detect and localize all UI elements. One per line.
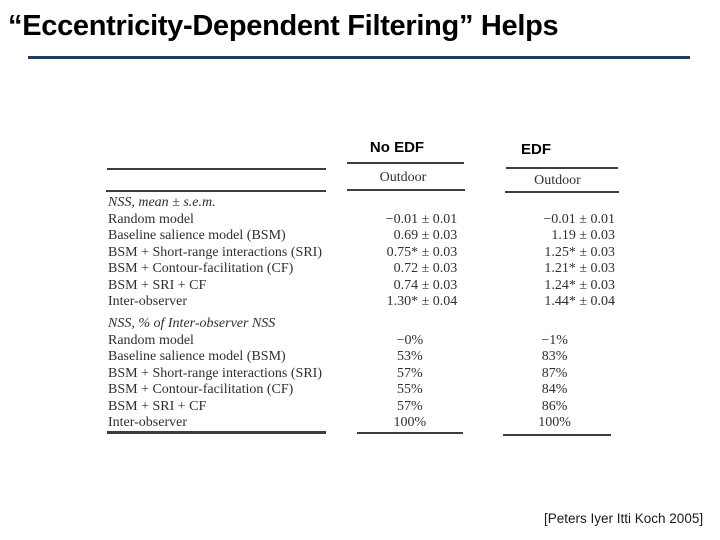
value-edf: 84%: [541, 382, 568, 397]
value-no-edf: −0.01 ± 0.01: [385, 211, 458, 227]
value-edf: 100%: [538, 415, 571, 430]
column-header-no-edf: No EDF: [369, 139, 425, 156]
row-label: BSM + Short-range interactions (SRI): [108, 244, 322, 260]
table-row: BSM + Contour-facilitation (CF) 0.72 ± 0.…: [105, 261, 617, 278]
row-label: BSM + Contour-facilitation (CF): [108, 261, 294, 276]
table-rule-left-top: [107, 168, 326, 170]
value-no-edf: 0.69 ± 0.03: [393, 228, 458, 243]
table-section: NSS, % of Inter-observer NSS Random model…: [105, 316, 617, 432]
table-rule-noedf-bottom: [357, 432, 463, 434]
value-no-edf: 0.72 ± 0.03: [393, 261, 458, 276]
section-label: NSS, mean ± s.e.m.: [108, 195, 216, 210]
citation: [Peters Iyer Itti Koch 2005]: [544, 511, 704, 526]
value-no-edf: 1.30* ± 0.04: [386, 294, 458, 309]
table-rule-noedf-top: [347, 162, 464, 164]
value-no-edf: 57%: [397, 365, 423, 381]
value-no-edf: 0.75* ± 0.03: [386, 244, 458, 260]
table-rule-edf-bottom: [503, 434, 611, 436]
row-label: Baseline salience model (BSM): [108, 349, 286, 364]
value-no-edf: −0%: [396, 332, 424, 348]
value-edf: 87%: [541, 365, 568, 381]
subheader-outdoor-edf: Outdoor: [534, 173, 581, 188]
value-no-edf: 55%: [397, 382, 423, 397]
table-row: Baseline salience model (BSM) 0.69 ± 0.03…: [105, 228, 617, 245]
table-row: BSM + Contour-facilitation (CF) 55% 84%: [105, 382, 617, 399]
value-edf: 1.21* ± 0.03: [544, 261, 615, 276]
row-label: Inter-observer: [108, 294, 188, 309]
value-edf: 1.24* ± 0.03: [544, 277, 615, 293]
table-rule-edf-top: [506, 167, 618, 169]
value-edf: 83%: [541, 349, 568, 364]
slide-title: “Eccentricity-Dependent Filtering” Helps: [8, 10, 559, 42]
table-rule-edf-mid: [505, 191, 619, 193]
table-body: NSS, mean ± s.e.m. Random model −0.01 ± 0.…: [105, 195, 617, 432]
title-underline: [28, 56, 690, 59]
section-label: NSS, % of Inter-observer NSS: [108, 316, 276, 331]
table-row: Inter-observer 100% 100%: [105, 415, 617, 432]
value-edf: −0.01 ± 0.01: [543, 211, 615, 227]
section-header-row: NSS, mean ± s.e.m.: [105, 195, 617, 212]
row-label: Random model: [108, 211, 194, 227]
value-no-edf: 0.74 ± 0.03: [393, 277, 458, 293]
table-rule-noedf-mid: [347, 189, 465, 191]
table-row: BSM + SRI + CF 57% 86%: [105, 399, 617, 416]
table-row: Baseline salience model (BSM) 53% 83%: [105, 349, 617, 366]
row-label: Baseline salience model (BSM): [108, 228, 286, 243]
value-edf: 1.19 ± 0.03: [551, 228, 615, 243]
row-label: BSM + SRI + CF: [108, 398, 207, 414]
value-edf: 1.25* ± 0.03: [544, 244, 615, 260]
row-label: Random model: [108, 332, 194, 348]
value-no-edf: 100%: [393, 415, 427, 430]
table-rule-left-bottom: [107, 431, 326, 434]
table-row: BSM + Short-range interactions (SRI) 0.75…: [105, 245, 617, 262]
table-section: NSS, mean ± s.e.m. Random model −0.01 ± 0.…: [105, 195, 617, 311]
row-label: BSM + Contour-facilitation (CF): [108, 382, 294, 397]
value-edf: −1%: [541, 332, 568, 348]
value-edf: 1.44* ± 0.04: [544, 294, 615, 309]
row-label: BSM + SRI + CF: [108, 277, 207, 293]
table-row: BSM + Short-range interactions (SRI) 57% 8…: [105, 366, 617, 383]
table-row: Random model −0% −1%: [105, 333, 617, 350]
value-no-edf: 53%: [397, 349, 423, 364]
table-rule-left-mid: [106, 190, 326, 192]
value-no-edf: 57%: [397, 398, 423, 414]
table-row: Random model −0.01 ± 0.01 −0.01 ± 0.01: [105, 212, 617, 229]
column-header-edf: EDF: [521, 141, 551, 158]
table-row: BSM + SRI + CF 0.74 ± 0.03 1.24* ± 0.03: [105, 278, 617, 295]
section-header-row: NSS, % of Inter-observer NSS: [105, 316, 617, 333]
value-edf: 86%: [541, 398, 568, 414]
row-label: Inter-observer: [108, 415, 188, 430]
subheader-outdoor-no-edf: Outdoor: [379, 170, 427, 185]
table-row: Inter-observer 1.30* ± 0.04 1.44* ± 0.04: [105, 294, 617, 311]
row-label: BSM + Short-range interactions (SRI): [108, 365, 322, 381]
